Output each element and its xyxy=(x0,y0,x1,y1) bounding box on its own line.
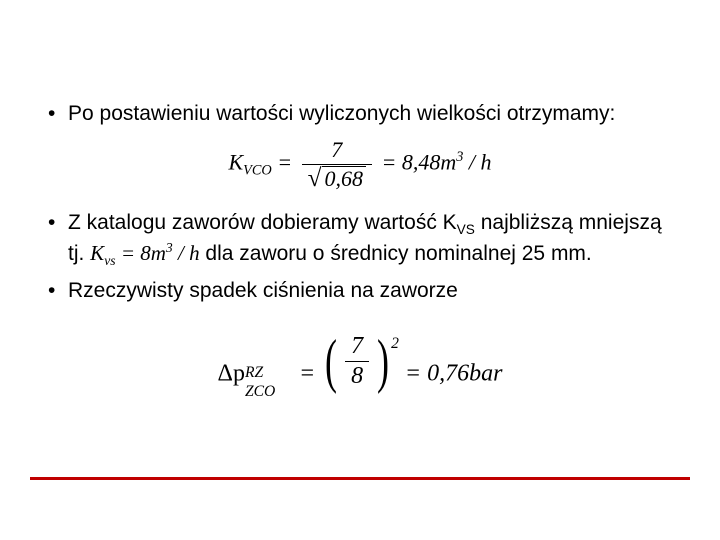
bullet-3: Rzeczywisty spadek ciśnienia na zaworze xyxy=(40,277,680,305)
f1-unit-base: m xyxy=(440,150,456,175)
f1-radicand: 0,68 xyxy=(322,166,367,191)
sqrt-sign-icon: √ xyxy=(308,166,322,191)
f2-den: 8 xyxy=(345,362,369,389)
f2-eq: = 0,76 xyxy=(399,361,469,387)
b2-kvs-sub: VS xyxy=(457,222,475,237)
f2-num: 7 xyxy=(345,333,369,361)
content-area: Po postawieniu wartości wyliczonych wiel… xyxy=(40,100,680,407)
f1-lhs-sub: VCO xyxy=(243,163,272,179)
f1-den: √0,68 xyxy=(302,165,372,191)
f1-frac: 7√0,68 xyxy=(302,138,372,190)
bottom-underline xyxy=(30,477,690,480)
bullet-list: Po postawieniu wartości wyliczonych wiel… xyxy=(40,100,680,128)
f1-lhs-base: K xyxy=(228,150,243,175)
if-unit-sup: 3 xyxy=(166,240,173,255)
f2-paren-group: (78)2 xyxy=(321,333,399,389)
f1-eq2: = 8,48 xyxy=(376,150,440,175)
b2-part3: dla zaworu o średnicy nominalnej 25 mm. xyxy=(200,242,592,265)
f2-op: = xyxy=(293,361,321,387)
formula-2: ΔpRZZCO = (78)2 = 0,76bar xyxy=(218,333,503,389)
f2-delta: Δp xyxy=(218,361,245,387)
bullet-2: Z katalogu zaworów dobieramy wartość KVS… xyxy=(40,209,680,271)
if-unit-after: / h xyxy=(173,241,200,265)
if-base: K xyxy=(90,241,104,265)
f1-eq1: = xyxy=(272,150,298,175)
f2-frac: 78 xyxy=(345,333,369,389)
f1-sqrt: √0,68 xyxy=(308,166,366,191)
formula-1-block: KVCO = 7√0,68 = 8,48m3 / h xyxy=(40,138,680,190)
bullet-1: Po postawieniu wartości wyliczonych wiel… xyxy=(40,100,680,128)
if-unit-base: m xyxy=(151,241,166,265)
right-paren-icon: ) xyxy=(377,336,389,387)
formula-1: KVCO = 7√0,68 = 8,48m3 / h xyxy=(228,138,491,190)
slide: Po postawieniu wartości wyliczonych wiel… xyxy=(0,0,720,540)
bullet-list-2: Z katalogu zaworów dobieramy wartość KVS… xyxy=(40,209,680,306)
if-sub: vs xyxy=(104,254,115,269)
f1-num: 7 xyxy=(302,138,372,164)
if-val: = 8 xyxy=(116,241,151,265)
inline-formula-kvs: Kvs = 8m3 / h xyxy=(90,241,199,265)
formula-2-block: ΔpRZZCO = (78)2 = 0,76bar xyxy=(40,333,680,389)
f2-sub: ZCO xyxy=(245,383,275,401)
left-paren-icon: ( xyxy=(325,336,337,387)
f2-sup: RZ xyxy=(245,364,263,382)
b2-part1: Z katalogu zaworów dobieramy wartość K xyxy=(68,211,457,234)
f2-unit: bar xyxy=(469,361,502,387)
f2-pow: 2 xyxy=(391,335,399,353)
f1-unit-after: / h xyxy=(463,150,491,175)
